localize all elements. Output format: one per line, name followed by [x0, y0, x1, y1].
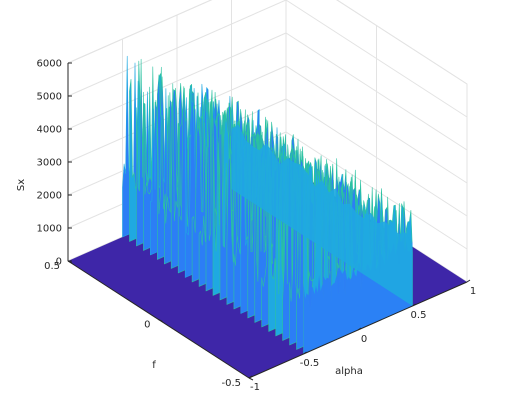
f-tick-label: 0	[144, 320, 150, 331]
f-tick-label: -0.5	[221, 378, 241, 389]
alpha-tick	[303, 351, 307, 355]
z-tick-label: 4000	[37, 125, 62, 136]
z-tick-label: 2000	[37, 191, 62, 202]
z-tick-label: 5000	[37, 92, 62, 103]
f-axis-label: f	[152, 360, 156, 371]
z-tick-label: 3000	[37, 158, 62, 169]
tick-labels: 0100020003000400050006000-1-0.500.51-0.5…	[37, 59, 477, 394]
z-axis-label: Sx	[16, 179, 27, 191]
alpha-axis-label: alpha	[335, 366, 363, 377]
surface-side-face	[231, 124, 413, 306]
alpha-tick-label: -0.5	[300, 358, 320, 369]
grid-line-z	[67, 0, 468, 85]
alpha-tick-label: 0	[361, 334, 367, 345]
alpha-tick-label: -1	[250, 382, 260, 393]
alpha-tick	[412, 303, 416, 307]
axes-layer	[67, 62, 471, 381]
alpha-tick	[357, 327, 362, 331]
alpha-tick	[248, 375, 253, 379]
grid-line-z	[67, 0, 468, 118]
f-tick	[248, 377, 254, 381]
f-tick	[158, 319, 163, 322]
z-tick-label: 1000	[37, 224, 62, 235]
surface-layer	[68, 55, 467, 378]
z-tick-label: 0	[56, 257, 62, 268]
alpha-tick	[466, 279, 471, 283]
z-tick-label: 6000	[37, 59, 62, 70]
f-tick-label: 0.5	[44, 261, 60, 272]
f-tick	[67, 260, 73, 264]
alpha-tick-label: 0.5	[411, 310, 427, 321]
alpha-tick-label: 1	[470, 286, 476, 297]
